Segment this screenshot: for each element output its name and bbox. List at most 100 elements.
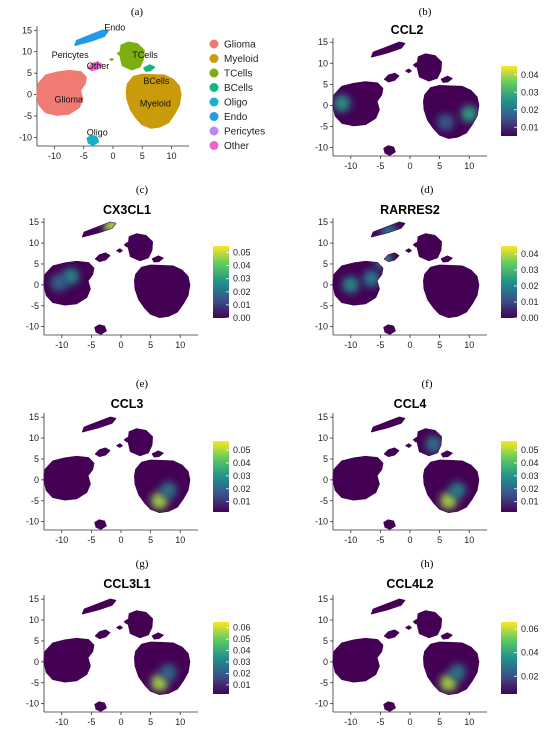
cell-cluster [412,242,420,248]
cell-cluster [332,81,384,127]
x-tick-label: -5 [376,340,384,350]
cell-cluster [127,610,153,639]
legend-entry: Other [224,141,250,152]
expression-hotspot-core [367,274,376,283]
cluster-oligo [86,134,100,146]
cell-cluster [81,598,117,615]
y-tick-label: 10 [318,238,328,248]
colorbar [501,622,517,694]
x-tick-label: -5 [376,535,384,545]
cell-cluster [332,455,384,501]
cell-cluster [370,416,406,433]
cell-cluster [440,75,453,83]
legend-entry: Endo [224,112,248,123]
y-tick-label: 5 [34,454,39,464]
cell-cluster [332,637,384,683]
y-tick-label: 15 [29,217,39,227]
cluster-label: Endo [104,22,125,32]
x-tick-label: 5 [437,340,442,350]
x-tick-label: -5 [87,535,95,545]
cell-cluster [116,248,123,253]
y-tick-label: 5 [34,636,39,646]
x-tick-label: -5 [376,717,384,727]
legend-entry: BCells [224,83,253,94]
subfigure-letter-f: (f) [422,378,433,390]
colorbar-tick-label: 0.04 [233,646,251,656]
plots-layer: -10 -5 0 5 10 15 10 5 0 -5 -10 Endo Pericytes TCells O… [19,22,539,727]
cluster-tcells [119,41,145,71]
expression-hotspots [341,223,399,294]
cell-cluster [123,437,131,443]
colorbar-tick-label: 0.02 [521,671,539,681]
y-tick-label: 15 [318,217,328,227]
colorbar-tick-label: 0.03 [521,265,539,275]
y-tick-label: 10 [29,238,39,248]
x-tick-label: 5 [437,161,442,171]
x-tick-label: 0 [110,151,115,161]
panel-c: -10 -5 0 5 10 15 10 5 0 -5 -10 0.05 0.04 0.03 0.02 0.01… [26,217,251,350]
legend-swatch [209,141,219,150]
panel-title-c: CX3CL1 [103,203,151,217]
colorbar-tick-label: 0.04 [233,458,251,468]
colorbar-tick-label: 0.06 [521,624,539,634]
y-tick-label: 15 [318,37,328,47]
cell-cluster [405,443,412,448]
colorbar-tick-label: 0.01 [521,297,539,307]
expression-hotspot-core [465,109,474,118]
cluster-label: Pericytes [52,50,90,60]
colorbar-tick-label: 0.00 [233,313,251,323]
expression-hotspots [333,94,479,132]
panel-title-f: CCL4 [394,397,427,411]
expression-hotspot-core [155,678,164,687]
panel-title-e: CCL3 [111,397,144,411]
cell-cluster [383,447,400,458]
colorbar [213,246,229,318]
panel-f: -10 -5 0 5 10 15 10 5 0 -5 -10 0.05 0.04 0.03 0.02 0.01 [315,412,539,545]
x-tick-label: -10 [48,151,61,161]
cluster-myeloid [125,73,182,129]
cell-cluster [116,625,123,630]
cell-cluster [43,637,95,683]
colorbar-tick-label: 0.03 [233,471,251,481]
panel-h: -10 -5 0 5 10 15 10 5 0 -5 -10 0.06 0.04 0.02 [315,594,539,727]
colorbar-tick-label: 0.05 [233,445,251,455]
x-tick-label: -10 [55,340,68,350]
cell-cluster [81,416,117,433]
colorbar-tick-label: 0.04 [521,648,539,658]
expression-hotspot-core [155,496,164,505]
x-tick-label: 10 [175,535,185,545]
legend-swatch [209,54,219,63]
colorbar-tick-label: 0.02 [521,281,539,291]
y-tick-label: 5 [323,636,328,646]
legend-swatch [209,112,219,121]
expression-hotspot-core [164,486,173,495]
panel-title-h: CCL4L2 [386,577,433,591]
legend-entry: Pericytes [224,127,265,138]
y-tick-label: -10 [315,517,328,527]
legend-swatch [209,68,219,78]
colorbar-tick-label: 0.01 [521,122,539,132]
y-tick-label: 0 [34,280,39,290]
y-tick-label: 5 [27,68,32,78]
expression-hotspot-core [337,99,346,108]
colorbar-tick-label: 0.04 [521,70,539,80]
subfigure-letter-e: (e) [136,378,149,390]
x-tick-label: 10 [166,151,176,161]
x-tick-label: 10 [464,161,474,171]
colorbar-tick-label: 0.02 [233,287,251,297]
subfigure-letter-h: (h) [421,558,434,570]
cell-cluster [127,428,153,457]
expression-hotspot-core [444,496,453,505]
y-tick-label: -5 [31,678,39,688]
x-tick-label: 5 [140,151,145,161]
cluster-other [87,61,103,72]
x-tick-label: -10 [344,535,357,545]
expression-hotspots [150,663,178,692]
legend-entry: TCells [224,69,252,80]
y-tick-label: 10 [29,433,39,443]
y-tick-label: 10 [318,615,328,625]
y-tick-label: 10 [318,433,328,443]
x-tick-label: -10 [55,535,68,545]
cluster-label: Glioma [55,94,84,104]
colorbar-tick-label: 0.03 [233,657,251,667]
